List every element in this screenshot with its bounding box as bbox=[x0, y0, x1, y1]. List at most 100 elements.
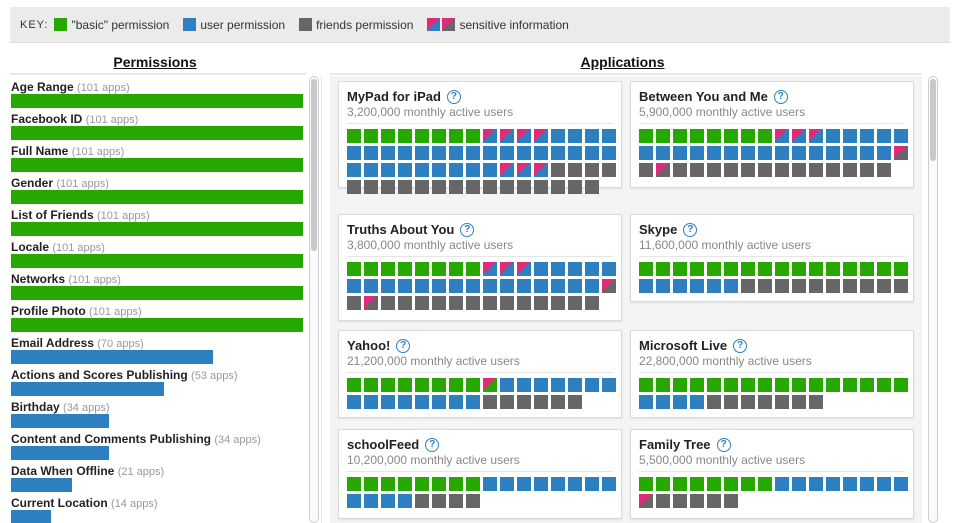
user-permission-cell[interactable] bbox=[347, 146, 361, 160]
basic-permission-cell[interactable] bbox=[758, 129, 772, 143]
friends-permission-cell[interactable] bbox=[347, 296, 361, 310]
user-permission-cell[interactable] bbox=[466, 279, 480, 293]
user-permission-cell[interactable] bbox=[775, 146, 789, 160]
user-permission-cell[interactable] bbox=[843, 477, 857, 491]
basic-permission-cell[interactable] bbox=[724, 262, 738, 276]
permission-row[interactable]: Data When Offline (21 apps) bbox=[11, 463, 303, 495]
basic-permission-cell[interactable] bbox=[364, 477, 378, 491]
friends-permission-cell[interactable] bbox=[758, 163, 772, 177]
app-card[interactable]: Yahoo!? 21,200,000 monthly active users bbox=[338, 330, 622, 418]
friends-permission-cell[interactable] bbox=[775, 163, 789, 177]
user-permission-cell[interactable] bbox=[398, 146, 412, 160]
basic-permission-cell[interactable] bbox=[724, 477, 738, 491]
sensitive-friends-cell[interactable] bbox=[656, 163, 670, 177]
friends-permission-cell[interactable] bbox=[568, 163, 582, 177]
user-permission-cell[interactable] bbox=[602, 262, 616, 276]
user-permission-cell[interactable] bbox=[568, 146, 582, 160]
basic-permission-cell[interactable] bbox=[449, 129, 463, 143]
user-permission-cell[interactable] bbox=[673, 395, 687, 409]
friends-permission-cell[interactable] bbox=[894, 279, 908, 293]
user-permission-cell[interactable] bbox=[741, 146, 755, 160]
basic-permission-cell[interactable] bbox=[381, 477, 395, 491]
user-permission-cell[interactable] bbox=[517, 146, 531, 160]
user-permission-cell[interactable] bbox=[568, 129, 582, 143]
friends-permission-cell[interactable] bbox=[826, 279, 840, 293]
user-permission-cell[interactable] bbox=[707, 279, 721, 293]
friends-permission-cell[interactable] bbox=[483, 395, 497, 409]
sensitive-user-cell[interactable] bbox=[517, 262, 531, 276]
help-icon[interactable]: ? bbox=[446, 89, 461, 104]
friends-permission-cell[interactable] bbox=[656, 494, 670, 508]
basic-permission-cell[interactable] bbox=[466, 477, 480, 491]
basic-permission-cell[interactable] bbox=[690, 262, 704, 276]
user-permission-cell[interactable] bbox=[602, 477, 616, 491]
basic-permission-cell[interactable] bbox=[364, 378, 378, 392]
friends-permission-cell[interactable] bbox=[741, 163, 755, 177]
basic-permission-cell[interactable] bbox=[741, 477, 755, 491]
user-permission-cell[interactable] bbox=[843, 129, 857, 143]
permission-row[interactable]: Actions and Scores Publishing (53 apps) bbox=[11, 367, 303, 399]
sensitive-friends-cell[interactable] bbox=[639, 494, 653, 508]
friends-permission-cell[interactable] bbox=[877, 279, 891, 293]
friends-permission-cell[interactable] bbox=[585, 180, 599, 194]
basic-permission-cell[interactable] bbox=[432, 129, 446, 143]
friends-permission-cell[interactable] bbox=[860, 163, 874, 177]
user-permission-cell[interactable] bbox=[415, 163, 429, 177]
user-permission-cell[interactable] bbox=[724, 146, 738, 160]
friends-permission-cell[interactable] bbox=[517, 296, 531, 310]
friends-permission-cell[interactable] bbox=[877, 163, 891, 177]
user-permission-cell[interactable] bbox=[483, 477, 497, 491]
permission-row[interactable]: Birthday (34 apps) bbox=[11, 399, 303, 431]
basic-permission-cell[interactable] bbox=[398, 378, 412, 392]
basic-permission-cell[interactable] bbox=[707, 262, 721, 276]
friends-permission-cell[interactable] bbox=[500, 296, 514, 310]
permission-row[interactable]: Locale (101 apps) bbox=[11, 239, 303, 271]
friends-permission-cell[interactable] bbox=[775, 279, 789, 293]
friends-permission-cell[interactable] bbox=[398, 180, 412, 194]
friends-permission-cell[interactable] bbox=[568, 296, 582, 310]
basic-permission-cell[interactable] bbox=[707, 378, 721, 392]
friends-permission-cell[interactable] bbox=[568, 180, 582, 194]
user-permission-cell[interactable] bbox=[483, 163, 497, 177]
user-permission-cell[interactable] bbox=[551, 477, 565, 491]
user-permission-cell[interactable] bbox=[364, 395, 378, 409]
sensitive-user-cell[interactable] bbox=[534, 163, 548, 177]
user-permission-cell[interactable] bbox=[517, 279, 531, 293]
user-permission-cell[interactable] bbox=[347, 279, 361, 293]
friends-permission-cell[interactable] bbox=[758, 395, 772, 409]
basic-permission-cell[interactable] bbox=[639, 477, 653, 491]
sensitive-user-cell[interactable] bbox=[534, 129, 548, 143]
basic-permission-cell[interactable] bbox=[877, 262, 891, 276]
friends-permission-cell[interactable] bbox=[826, 163, 840, 177]
user-permission-cell[interactable] bbox=[792, 146, 806, 160]
friends-permission-cell[interactable] bbox=[690, 163, 704, 177]
user-permission-cell[interactable] bbox=[585, 262, 599, 276]
friends-permission-cell[interactable] bbox=[551, 163, 565, 177]
friends-permission-cell[interactable] bbox=[364, 180, 378, 194]
friends-permission-cell[interactable] bbox=[449, 296, 463, 310]
user-permission-cell[interactable] bbox=[551, 146, 565, 160]
user-permission-cell[interactable] bbox=[398, 494, 412, 508]
user-permission-cell[interactable] bbox=[877, 146, 891, 160]
user-permission-cell[interactable] bbox=[860, 146, 874, 160]
user-permission-cell[interactable] bbox=[877, 129, 891, 143]
basic-permission-cell[interactable] bbox=[347, 129, 361, 143]
user-permission-cell[interactable] bbox=[568, 279, 582, 293]
sensitive-user-cell[interactable] bbox=[500, 129, 514, 143]
applications-scroll-thumb[interactable] bbox=[930, 79, 936, 161]
friends-permission-cell[interactable] bbox=[758, 279, 772, 293]
permissions-list[interactable]: Age Range (101 apps) Facebook ID (101 app… bbox=[11, 79, 303, 523]
basic-permission-cell[interactable] bbox=[758, 477, 772, 491]
user-permission-cell[interactable] bbox=[432, 279, 446, 293]
sensitive-user-cell[interactable] bbox=[483, 129, 497, 143]
user-permission-cell[interactable] bbox=[585, 146, 599, 160]
basic-permission-cell[interactable] bbox=[466, 262, 480, 276]
basic-permission-cell[interactable] bbox=[673, 378, 687, 392]
basic-permission-cell[interactable] bbox=[466, 129, 480, 143]
basic-permission-cell[interactable] bbox=[724, 129, 738, 143]
friends-permission-cell[interactable] bbox=[415, 494, 429, 508]
basic-permission-cell[interactable] bbox=[656, 129, 670, 143]
user-permission-cell[interactable] bbox=[568, 477, 582, 491]
basic-permission-cell[interactable] bbox=[432, 262, 446, 276]
user-permission-cell[interactable] bbox=[381, 146, 395, 160]
